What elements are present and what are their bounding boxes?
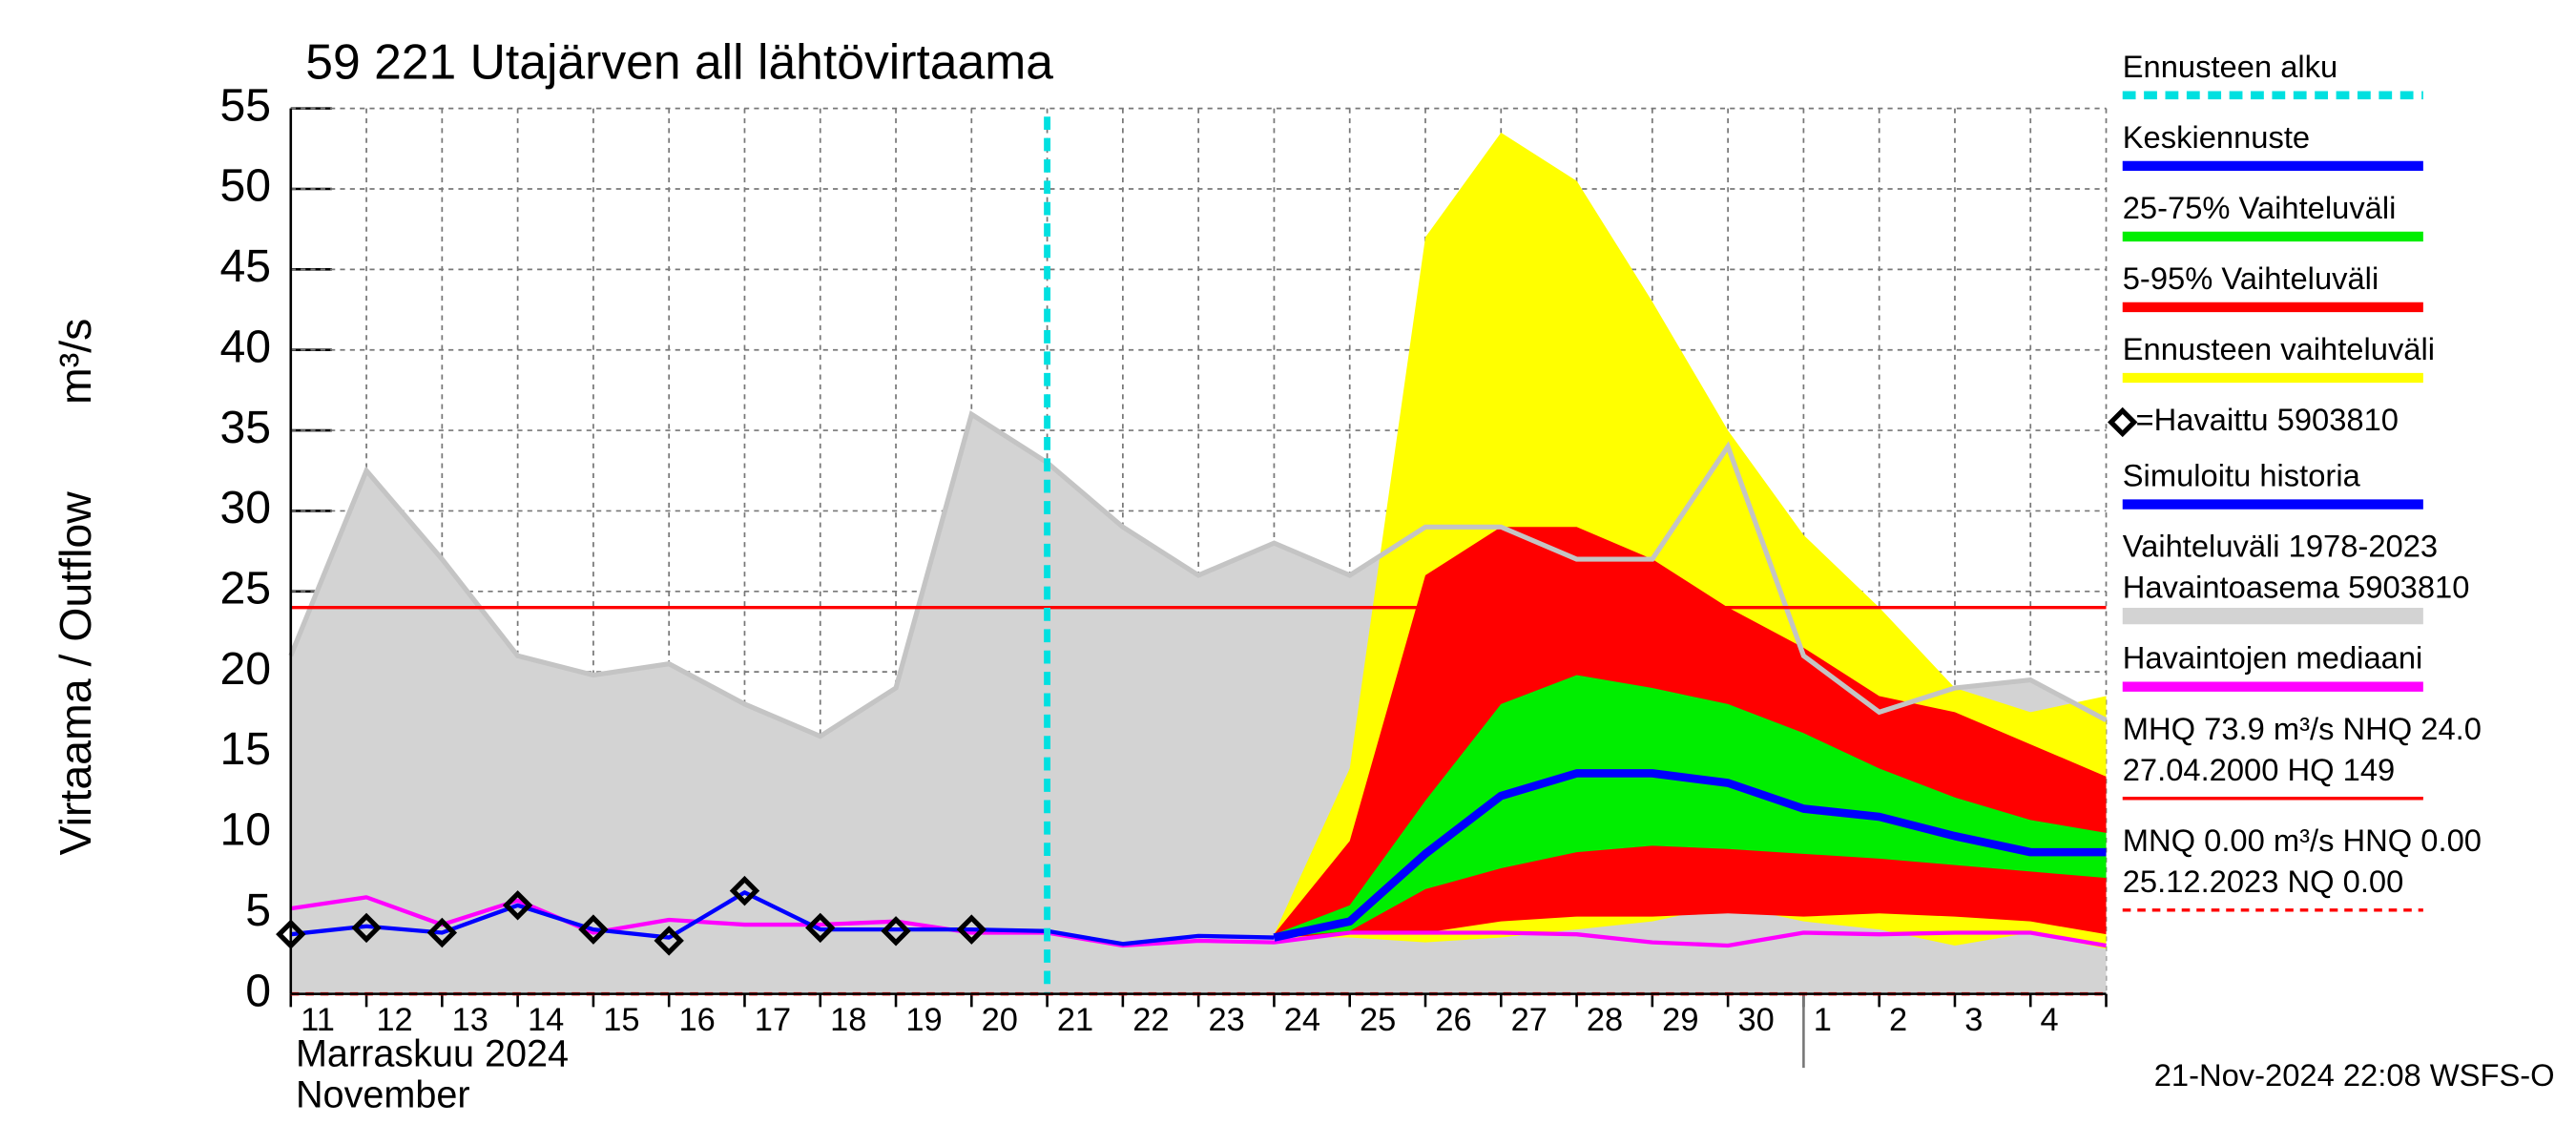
y-tick-label: 30 [219, 482, 271, 533]
y-tick-label: 20 [219, 643, 271, 695]
y-tick-label: 50 [219, 160, 271, 212]
observed-marker [578, 914, 609, 945]
observed-marker [502, 890, 533, 921]
y-axis-unit: m³/s [51, 319, 100, 405]
legend-label: MHQ 73.9 m³/s NHQ 24.0 [2123, 711, 2482, 746]
x-tick-label: 29 [1662, 1002, 1698, 1038]
y-tick-label: 45 [219, 240, 271, 292]
observed-marker [881, 916, 911, 947]
x-tick-label: 2 [1889, 1002, 1907, 1038]
x-tick-label: 28 [1587, 1002, 1623, 1038]
x-tick-label: 1 [1814, 1002, 1832, 1038]
x-tick-label: 24 [1284, 1002, 1320, 1038]
month-label-en: November [296, 1074, 470, 1116]
observed-marker [956, 914, 987, 945]
legend-label: Havaintojen mediaani [2123, 640, 2423, 676]
series-line [1273, 769, 2107, 942]
x-tick-label: 21 [1057, 1002, 1093, 1038]
series-line [290, 895, 2107, 948]
legend-label: Simuloitu historia [2123, 458, 2361, 493]
y-tick-label: 55 [219, 79, 271, 131]
legend-label: Ennusteen alku [2123, 49, 2337, 84]
legend-label: 27.04.2000 HQ 149 [2123, 752, 2395, 787]
y-axis-label: Virtaama / Outflow [51, 491, 100, 856]
legend-label: 25.12.2023 NQ 0.00 [2123, 864, 2404, 899]
y-tick-label: 10 [219, 804, 271, 856]
x-tick-label: 18 [830, 1002, 866, 1038]
x-tick-label: 16 [679, 1002, 716, 1038]
x-tick-label: 20 [982, 1002, 1018, 1038]
legend-marker [2108, 406, 2138, 438]
observed-marker [654, 926, 684, 956]
y-tick-label: 15 [219, 723, 271, 775]
x-tick-label: 19 [905, 1002, 942, 1038]
legend-label: Ennusteen vaihteluväli [2123, 331, 2435, 366]
y-tick-label: 5 [245, 885, 271, 936]
y-tick-label: 40 [219, 321, 271, 372]
x-tick-label: 4 [2041, 1002, 2059, 1038]
observed-marker [805, 912, 836, 944]
timestamp: 21-Nov-2024 22:08 WSFS-O [2154, 1057, 2555, 1093]
x-tick-label: 11 [301, 1002, 335, 1038]
y-tick-label: 25 [219, 563, 271, 614]
series-line [290, 890, 1275, 947]
observed-marker [426, 917, 458, 948]
x-tick-label: 22 [1132, 1002, 1169, 1038]
legend-label: Havaintoasema 5903810 [2123, 570, 2470, 605]
observed-marker [729, 875, 760, 906]
legend-label: Keskiennuste [2123, 119, 2310, 155]
x-tick-label: 25 [1360, 1002, 1396, 1038]
x-tick-label: 30 [1737, 1002, 1774, 1038]
legend-label: Vaihteluväli 1978-2023 [2123, 529, 2438, 564]
x-tick-label: 17 [755, 1002, 791, 1038]
y-tick-label: 35 [219, 402, 271, 453]
month-label: Marraskuu 2024 [296, 1032, 569, 1074]
x-tick-label: 3 [1964, 1002, 1983, 1038]
range-upper-line [288, 410, 2108, 739]
y-tick-label: 0 [245, 965, 271, 1016]
observed-marker [351, 912, 382, 944]
x-tick-label: 27 [1511, 1002, 1548, 1038]
x-tick-label: 12 [376, 1002, 412, 1038]
legend-label: 5-95% Vaihteluväli [2123, 260, 2379, 296]
x-tick-label: 14 [528, 1002, 564, 1038]
legend-label: 25-75% Vaihteluväli [2123, 190, 2397, 225]
x-tick-label: 23 [1208, 1002, 1244, 1038]
legend-label: MNQ 0.00 m³/s HNQ 0.00 [2123, 822, 2482, 858]
forecast-band [1274, 675, 2107, 938]
legend-label: =Havaittu 5903810 [2136, 402, 2399, 437]
x-tick-label: 26 [1435, 1002, 1471, 1038]
x-tick-label: 13 [452, 1002, 488, 1038]
x-tick-label: 15 [603, 1002, 639, 1038]
chart-title: 59 221 Utajärven all lähtövirtaama [305, 34, 1053, 90]
